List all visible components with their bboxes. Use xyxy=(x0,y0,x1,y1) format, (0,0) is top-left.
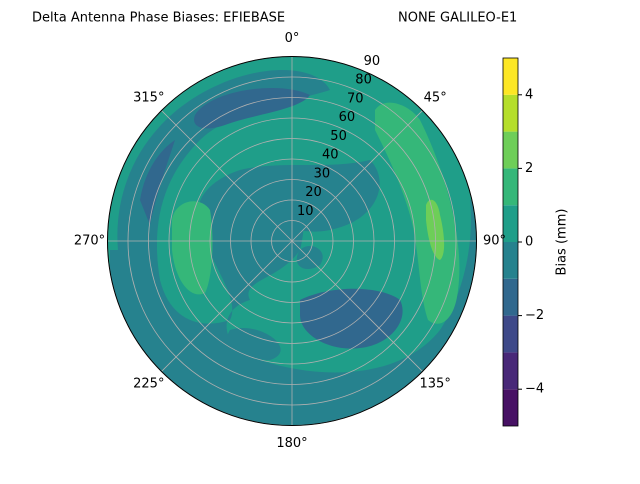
colorbar-band xyxy=(503,352,518,390)
colorbar-tick-label: 4 xyxy=(525,87,533,102)
colorbar-band xyxy=(503,278,518,316)
colorbar-tick-label: 2 xyxy=(525,161,533,176)
colorbar-tick-label: −4 xyxy=(525,382,544,397)
colorbar-band xyxy=(503,168,518,206)
grid-spoke xyxy=(161,110,293,242)
colorbar-band xyxy=(503,205,518,242)
polar-frame xyxy=(107,56,477,426)
chart-title: Delta Antenna Phase Biases: EFIEBASE xyxy=(32,11,285,26)
r-tick-label: 90 xyxy=(364,54,381,69)
r-tick-label: 30 xyxy=(314,166,331,181)
r-tick-label: 40 xyxy=(322,148,339,163)
contour-region xyxy=(140,87,403,349)
r-tick-label: 20 xyxy=(305,185,322,200)
contour-region xyxy=(172,102,460,324)
grid-spoke xyxy=(291,110,423,242)
contour-region xyxy=(227,245,390,406)
colorbar-band xyxy=(503,389,518,426)
chart-subtitle: NONE GALILEO-E1 xyxy=(398,11,517,26)
colorbar-band xyxy=(503,94,518,132)
r-tick-label: 50 xyxy=(330,129,347,144)
theta-tick-label: 90° xyxy=(483,234,506,249)
colorbar-band xyxy=(503,242,518,279)
colorbar-band xyxy=(503,315,518,353)
contour-region xyxy=(110,70,477,426)
r-tick-label: 70 xyxy=(347,91,364,106)
colorbar-band xyxy=(503,131,518,169)
r-tick-label: 60 xyxy=(339,110,356,125)
theta-tick-label: 180° xyxy=(276,436,307,451)
theta-tick-label: 315° xyxy=(133,90,164,105)
theta-tick-label: 270° xyxy=(74,234,105,249)
grid-spoke xyxy=(291,240,423,372)
theta-tick-label: 45° xyxy=(424,90,447,105)
r-tick-label: 10 xyxy=(297,204,314,219)
theta-tick-label: 225° xyxy=(133,377,164,392)
theta-tick-label: 0° xyxy=(285,31,300,46)
colorbar-band xyxy=(503,58,518,95)
grid-spoke xyxy=(161,240,293,372)
colorbar-tick-label: −2 xyxy=(525,308,544,323)
colorbar-tick-label: 0 xyxy=(525,235,533,250)
colorbar-label: Bias (mm) xyxy=(555,209,570,276)
r-tick-label: 80 xyxy=(355,73,372,88)
theta-tick-label: 135° xyxy=(420,377,451,392)
